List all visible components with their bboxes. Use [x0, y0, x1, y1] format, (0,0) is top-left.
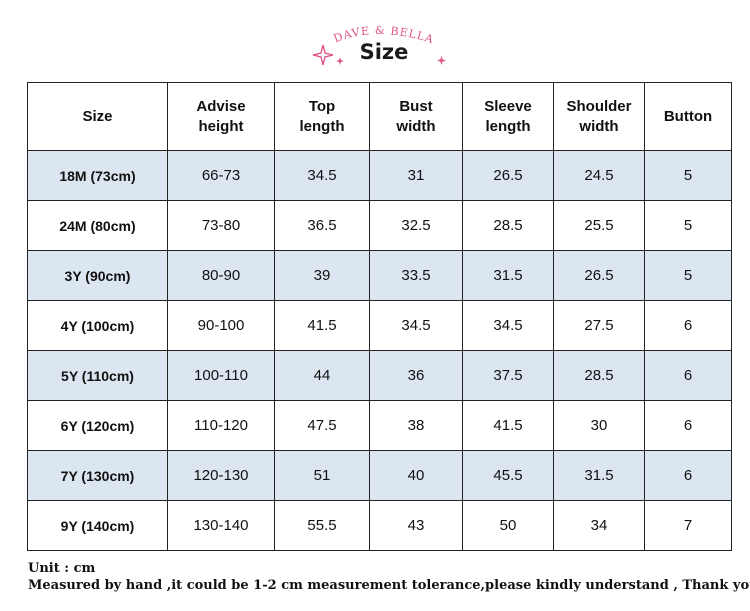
- column-header-label: Shoulder: [566, 97, 632, 115]
- table-row: 3Y (90cm) 80-90 39 33.5 31.5 26.5 5: [27, 250, 732, 301]
- measurement-cell: 38: [369, 400, 463, 451]
- measurement-cell: 34: [553, 500, 645, 551]
- measurement-cell: 37.5: [462, 350, 554, 401]
- measurement-cell: 31.5: [553, 450, 645, 501]
- measurement-cell: 45.5: [462, 450, 554, 501]
- measurement-cell: 110-120: [167, 400, 275, 451]
- measurement-cell: 32.5: [369, 200, 463, 251]
- table-row: 7Y (130cm) 120-130 51 40 45.5 31.5 6: [27, 450, 732, 501]
- column-header-label: Bust: [399, 97, 433, 115]
- measurement-cell: 36: [369, 350, 463, 401]
- size-cell: 5Y (110cm): [27, 350, 168, 401]
- column-header-label: Sleeve: [484, 97, 532, 115]
- measurement-cell: 24.5: [553, 150, 645, 201]
- measurement-cell: 5: [644, 150, 732, 201]
- table-header-row: Size Advise height Top length Bust width Sleeve…: [27, 82, 732, 151]
- measurement-cell: 26.5: [462, 150, 554, 201]
- measurement-cell: 90-100: [167, 300, 275, 351]
- measurement-cell: 27.5: [553, 300, 645, 351]
- sparkle-right-icon: [437, 56, 446, 65]
- measurement-cell: 30: [553, 400, 645, 451]
- measurement-cell: 5: [644, 200, 732, 251]
- measurement-cell: 6: [644, 450, 732, 501]
- column-header: Top length: [274, 82, 370, 151]
- measurement-cell: 100-110: [167, 350, 275, 401]
- measurement-cell: 39: [274, 250, 370, 301]
- column-header-label: length: [299, 117, 345, 135]
- measurement-cell: 28.5: [462, 200, 554, 251]
- table-row: 18M (73cm) 66-73 34.5 31 26.5 24.5 5: [27, 150, 732, 201]
- column-header: Sleeve length: [462, 82, 554, 151]
- column-header: Size: [27, 82, 168, 151]
- measurement-cell: 51: [274, 450, 370, 501]
- brand-logo: DAVE & BELLA: [332, 24, 435, 46]
- table-body: 18M (73cm) 66-73 34.5 31 26.5 24.5 5 24M (80cm)…: [27, 150, 732, 551]
- column-header-label: Button: [663, 107, 713, 125]
- measurement-cell: 73-80: [167, 200, 275, 251]
- size-cell: 18M (73cm): [27, 150, 168, 201]
- column-header-label: Advise: [196, 97, 246, 115]
- size-cell: 4Y (100cm): [27, 300, 168, 351]
- column-header-label: Top: [308, 97, 336, 115]
- column-header-label: width: [396, 117, 436, 135]
- measurement-cell: 26.5: [553, 250, 645, 301]
- measurement-cell: 120-130: [167, 450, 275, 501]
- table-row: 5Y (110cm) 100-110 44 36 37.5 28.5 6: [27, 350, 732, 401]
- column-header: Button: [644, 82, 732, 151]
- measurement-cell: 6: [644, 300, 732, 351]
- measurement-cell: 66-73: [167, 150, 275, 201]
- column-header-label: length: [485, 117, 531, 135]
- measurement-cell: 31.5: [462, 250, 554, 301]
- measurement-cell: 55.5: [274, 500, 370, 551]
- column-header-label: height: [198, 117, 244, 135]
- measurement-cell: 28.5: [553, 350, 645, 401]
- measurement-cell: 6: [644, 350, 732, 401]
- table-row: 4Y (100cm) 90-100 41.5 34.5 34.5 27.5 6: [27, 300, 732, 351]
- size-cell: 3Y (90cm): [27, 250, 168, 301]
- measurement-cell: 50: [462, 500, 554, 551]
- table-row: 24M (80cm) 73-80 36.5 32.5 28.5 25.5 5: [27, 200, 732, 251]
- column-header: Shoulder width: [553, 82, 645, 151]
- column-header-label: Size: [82, 107, 113, 125]
- measurement-cell: 130-140: [167, 500, 275, 551]
- size-cell: 24M (80cm): [27, 200, 168, 251]
- measurement-cell: 34.5: [369, 300, 463, 351]
- table-row: 6Y (120cm) 110-120 47.5 38 41.5 30 6: [27, 400, 732, 451]
- size-chart-table: Size Advise height Top length Bust width Sleeve…: [27, 82, 732, 551]
- page-title: Size: [359, 40, 409, 64]
- measurement-cell: 43: [369, 500, 463, 551]
- size-cell: 9Y (140cm): [27, 500, 168, 551]
- sparkle-small-icon: [336, 57, 344, 65]
- measurement-cell: 25.5: [553, 200, 645, 251]
- measurement-cell: 41.5: [462, 400, 554, 451]
- size-cell: 6Y (120cm): [27, 400, 168, 451]
- measurement-cell: 80-90: [167, 250, 275, 301]
- measurement-cell: 6: [644, 400, 732, 451]
- brand-header: DAVE & BELLA: [0, 18, 750, 48]
- measurement-cell: 41.5: [274, 300, 370, 351]
- notes: Unit : cm Measured by hand ,it could be …: [28, 560, 750, 594]
- measurement-cell: 40: [369, 450, 463, 501]
- measurement-cell: 34.5: [274, 150, 370, 201]
- sparkle-icon: [312, 44, 334, 66]
- measurement-cell: 34.5: [462, 300, 554, 351]
- size-cell: 7Y (130cm): [27, 450, 168, 501]
- tolerance-note: Measured by hand ,it could be 1-2 cm mea…: [28, 578, 750, 593]
- measurement-cell: 5: [644, 250, 732, 301]
- measurement-cell: 31: [369, 150, 463, 201]
- column-header: Advise height: [167, 82, 275, 151]
- column-header: Bust width: [369, 82, 463, 151]
- measurement-cell: 7: [644, 500, 732, 551]
- unit-note: Unit : cm: [28, 561, 96, 576]
- table-row: 9Y (140cm) 130-140 55.5 43 50 34 7: [27, 500, 732, 551]
- measurement-cell: 47.5: [274, 400, 370, 451]
- measurement-cell: 44: [274, 350, 370, 401]
- measurement-cell: 33.5: [369, 250, 463, 301]
- column-header-label: width: [579, 117, 619, 135]
- measurement-cell: 36.5: [274, 200, 370, 251]
